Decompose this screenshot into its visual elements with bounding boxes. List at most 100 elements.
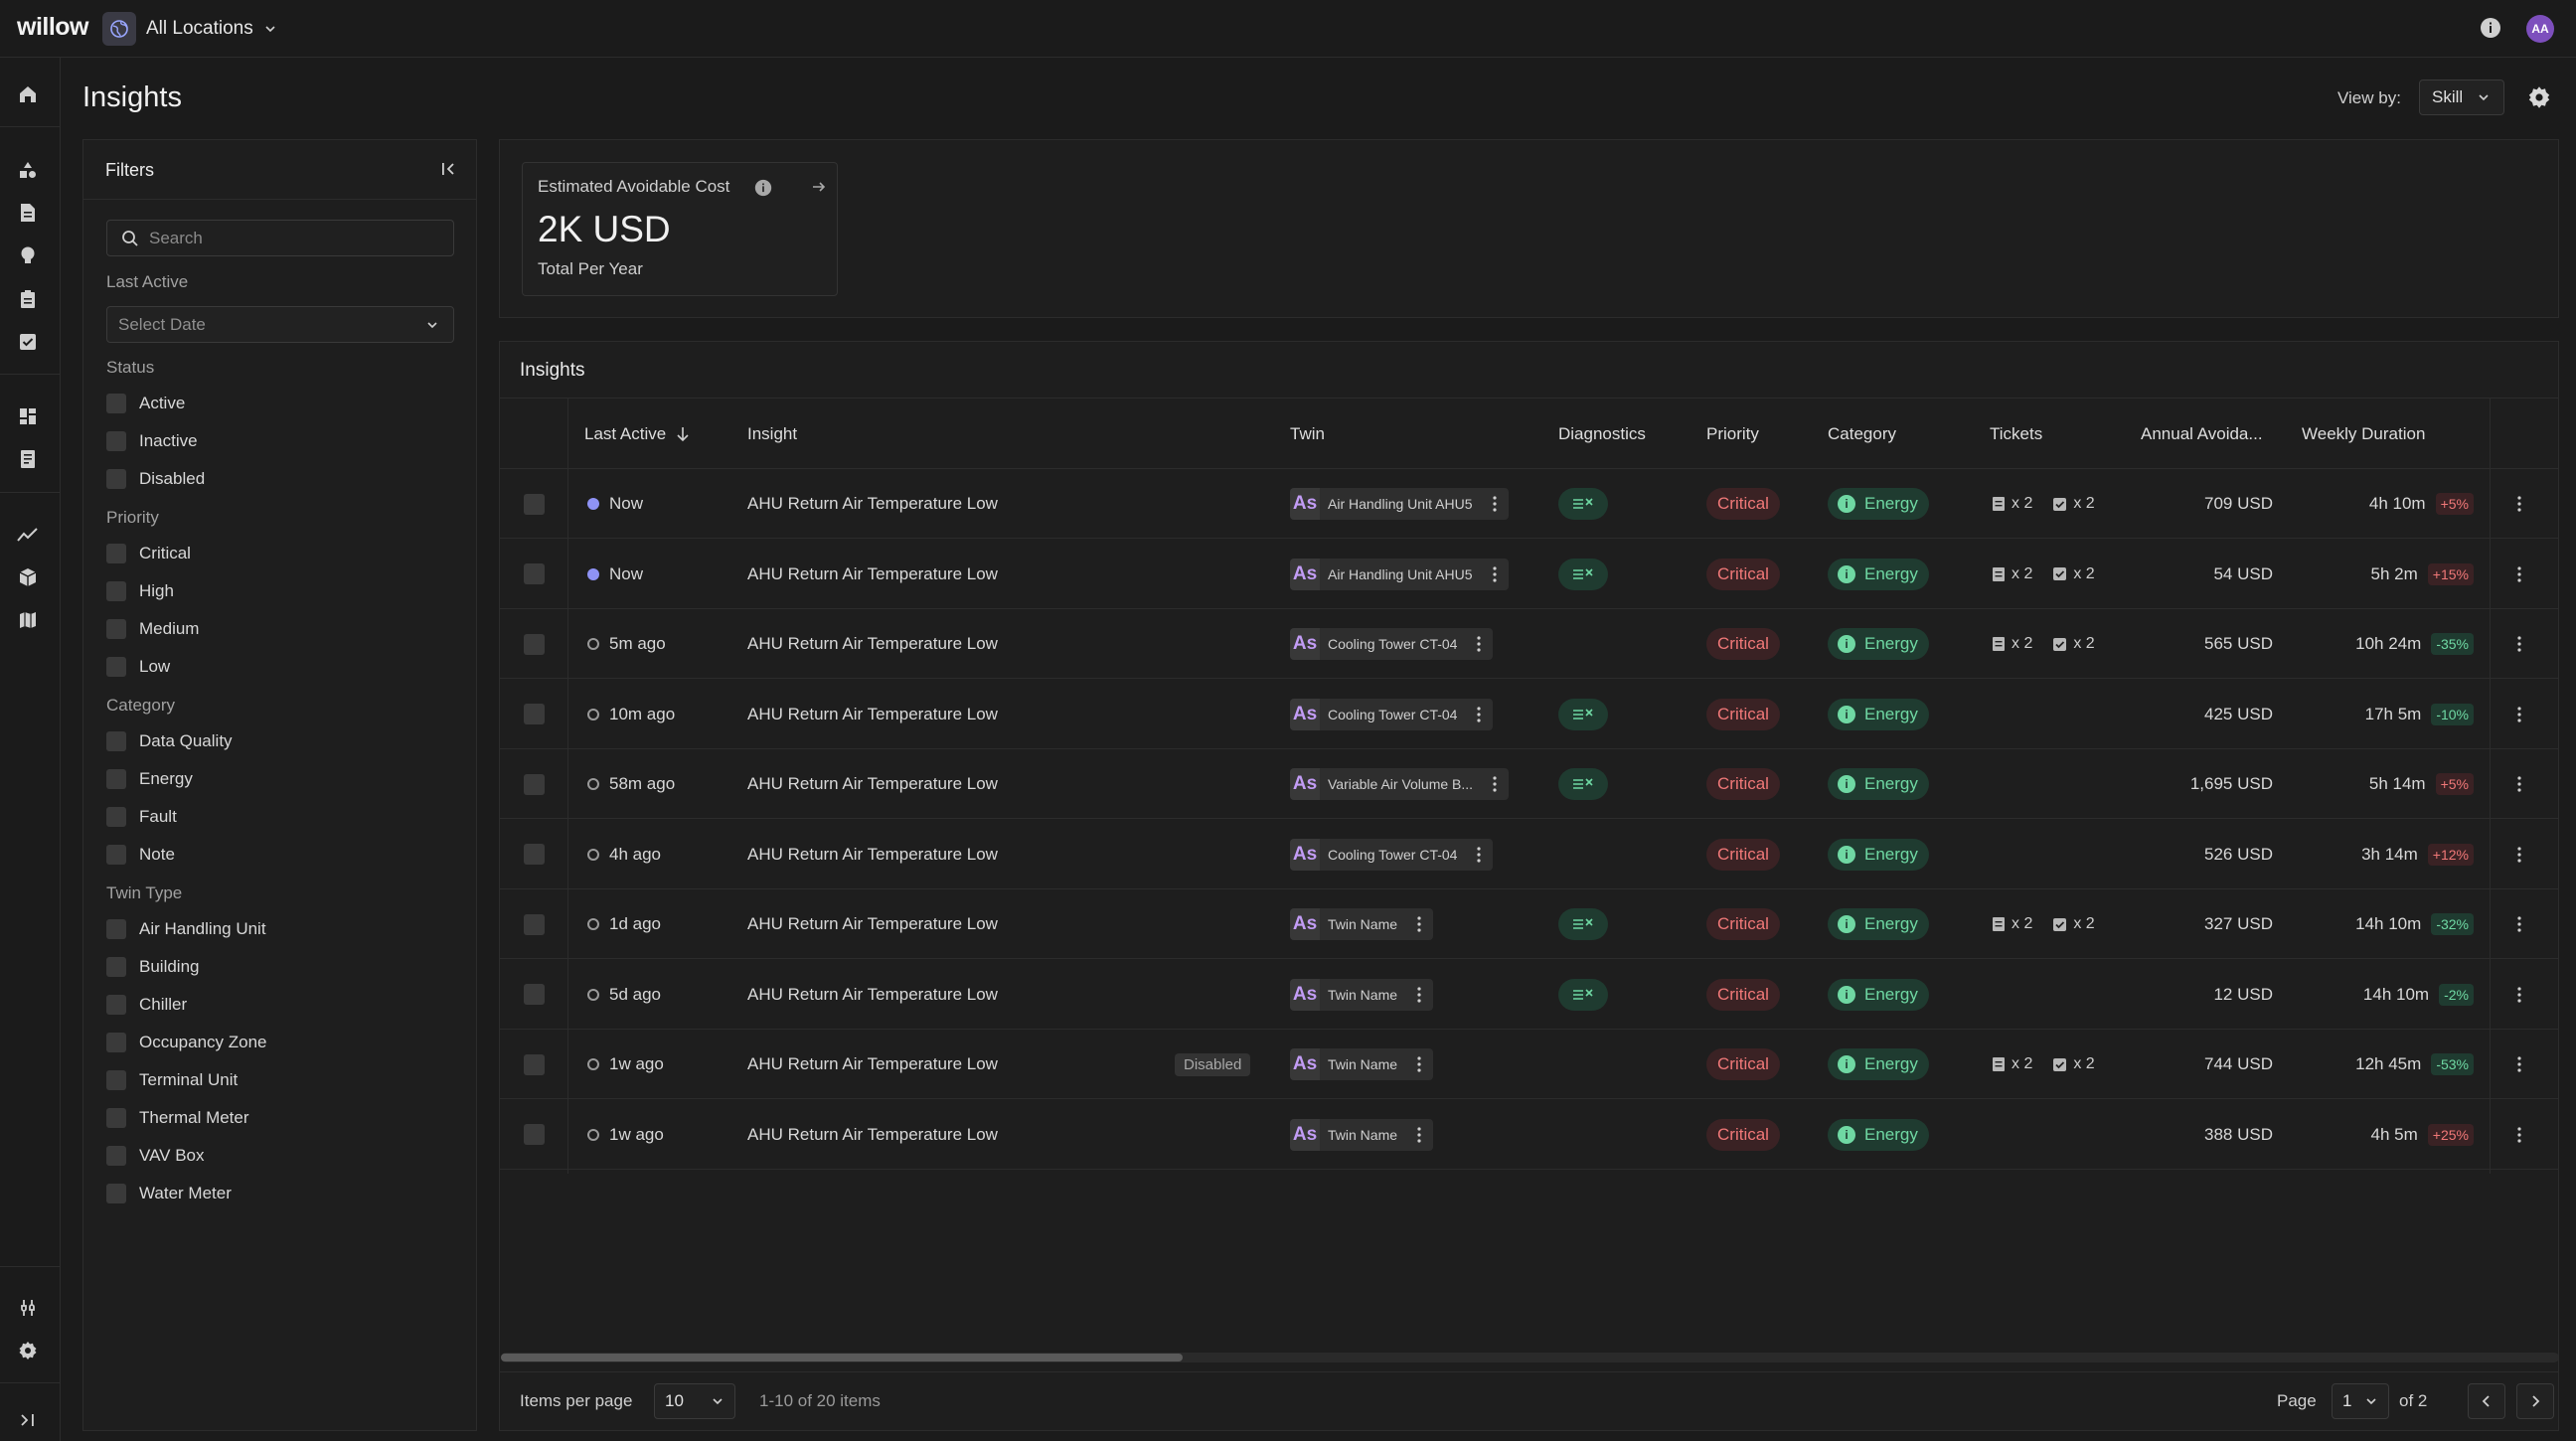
collapse-panel-icon[interactable]: [440, 162, 456, 176]
view-by-select[interactable]: Skill: [2419, 80, 2504, 115]
filter-option[interactable]: Inactive: [106, 431, 198, 451]
kebab-icon[interactable]: [1481, 776, 1509, 792]
page-select[interactable]: 1: [2332, 1383, 2389, 1419]
table-row[interactable]: 1w ago AHU Return Air Temperature Low Disa…: [500, 1030, 2558, 1099]
ticket-count[interactable]: x 2: [1992, 495, 2032, 513]
arrow-right-icon[interactable]: [811, 180, 827, 194]
checklist-count[interactable]: x 2: [2052, 915, 2095, 933]
col-header-diagnostics[interactable]: Diagnostics: [1558, 424, 1646, 443]
filter-checkbox[interactable]: [106, 731, 126, 751]
filter-checkbox[interactable]: [106, 769, 126, 789]
checklist-count[interactable]: x 2: [2052, 495, 2095, 513]
avatar[interactable]: AA: [2526, 15, 2554, 43]
checklist-count[interactable]: x 2: [2052, 1055, 2095, 1073]
map-icon[interactable]: [17, 609, 39, 631]
col-header-insight[interactable]: Insight: [747, 424, 798, 443]
twin-chip[interactable]: As Twin Name: [1290, 1048, 1434, 1080]
filter-checkbox[interactable]: [106, 919, 126, 939]
checklist-count[interactable]: x 2: [2052, 565, 2095, 583]
horizontal-scrollbar[interactable]: [501, 1353, 2558, 1362]
clipboard-icon[interactable]: [17, 288, 39, 310]
ticket-count[interactable]: x 2: [1992, 635, 2032, 653]
filter-option[interactable]: Building: [106, 957, 200, 977]
kebab-icon[interactable]: [1405, 986, 1433, 1003]
insight-name[interactable]: AHU Return Air Temperature Low: [747, 984, 998, 1004]
col-header-twin[interactable]: Twin: [1290, 424, 1325, 443]
filter-option[interactable]: Medium: [106, 619, 199, 639]
diagnostics-icon[interactable]: [1558, 908, 1608, 940]
row-checkbox[interactable]: [524, 563, 545, 584]
table-row[interactable]: 5m ago AHU Return Air Temperature Low As Co…: [500, 609, 2558, 679]
items-per-page-select[interactable]: 10: [654, 1383, 735, 1419]
checkbox-icon[interactable]: [17, 331, 39, 353]
diagnostics-icon[interactable]: [1558, 488, 1608, 520]
kebab-icon[interactable]: [1481, 496, 1509, 512]
kebab-icon[interactable]: [1405, 916, 1433, 932]
filter-option[interactable]: Thermal Meter: [106, 1108, 249, 1128]
insight-name[interactable]: AHU Return Air Temperature Low: [747, 634, 998, 653]
table-row[interactable]: 1d ago AHU Return Air Temperature Low As Tw…: [500, 889, 2558, 959]
filter-checkbox[interactable]: [106, 1070, 126, 1090]
col-header-tickets[interactable]: Tickets: [1990, 424, 2043, 443]
twin-chip[interactable]: As Twin Name: [1290, 978, 1434, 1011]
filter-checkbox[interactable]: [106, 1184, 126, 1203]
insight-name[interactable]: AHU Return Air Temperature Low: [747, 844, 998, 864]
col-header-priority[interactable]: Priority: [1706, 424, 1759, 443]
table-row[interactable]: 5d ago AHU Return Air Temperature Low As Tw…: [500, 960, 2558, 1030]
row-checkbox[interactable]: [524, 633, 545, 655]
connector-icon[interactable]: [17, 1297, 39, 1319]
kebab-icon[interactable]: [1405, 1056, 1433, 1072]
row-menu-icon[interactable]: [2517, 846, 2521, 863]
table-row[interactable]: Now AHU Return Air Temperature Low As Air H…: [500, 469, 2558, 539]
filter-checkbox[interactable]: [106, 1108, 126, 1128]
row-checkbox[interactable]: [524, 1053, 545, 1075]
info-icon[interactable]: [2480, 17, 2501, 39]
col-header-weekly-duration[interactable]: Weekly Duration: [2302, 424, 2426, 443]
dashboard-icon[interactable]: [17, 405, 39, 427]
row-menu-icon[interactable]: [2517, 1126, 2521, 1143]
checklist-count[interactable]: x 2: [2052, 635, 2095, 653]
row-menu-icon[interactable]: [2517, 776, 2521, 792]
row-checkbox[interactable]: [524, 844, 545, 865]
diagnostics-icon[interactable]: [1558, 768, 1608, 800]
filter-option[interactable]: Note: [106, 845, 175, 865]
insight-name[interactable]: AHU Return Air Temperature Low: [747, 914, 998, 933]
filter-checkbox[interactable]: [106, 1146, 126, 1166]
twin-chip[interactable]: As Cooling Tower CT-04: [1290, 698, 1494, 730]
prev-page-button[interactable]: [2468, 1383, 2505, 1419]
diagnostics-icon[interactable]: [1558, 978, 1608, 1011]
next-page-button[interactable]: [2516, 1383, 2554, 1419]
date-select[interactable]: Select Date: [106, 306, 454, 343]
filter-option[interactable]: Disabled: [106, 469, 205, 489]
table-row[interactable]: 1w ago AHU Return Air Temperature Low As Tw…: [500, 1100, 2558, 1170]
row-checkbox[interactable]: [524, 493, 545, 515]
search-input[interactable]: [149, 228, 437, 248]
filter-option[interactable]: Energy: [106, 769, 193, 789]
filter-option[interactable]: Occupancy Zone: [106, 1033, 267, 1052]
insight-name[interactable]: AHU Return Air Temperature Low: [747, 494, 998, 513]
filter-option[interactable]: Terminal Unit: [106, 1070, 238, 1090]
filter-option[interactable]: Critical: [106, 544, 191, 563]
filter-checkbox[interactable]: [106, 431, 126, 451]
settings-icon[interactable]: [17, 1340, 39, 1361]
row-checkbox[interactable]: [524, 773, 545, 795]
table-row[interactable]: 4h ago AHU Return Air Temperature Low As Co…: [500, 820, 2558, 889]
filter-checkbox[interactable]: [106, 995, 126, 1015]
row-checkbox[interactable]: [524, 984, 545, 1005]
table-row[interactable]: 58m ago AHU Return Air Temperature Low As V…: [500, 749, 2558, 819]
twin-chip[interactable]: As Cooling Tower CT-04: [1290, 838, 1494, 871]
filter-option[interactable]: Active: [106, 394, 185, 413]
estimated-cost-card[interactable]: Estimated Avoidable Cost 2K USD Total Pe…: [522, 162, 838, 296]
scrollbar-thumb[interactable]: [501, 1354, 1183, 1361]
filter-option[interactable]: Fault: [106, 807, 177, 827]
row-checkbox[interactable]: [524, 1124, 545, 1145]
row-menu-icon[interactable]: [2517, 706, 2521, 722]
location-selector[interactable]: All Locations: [102, 11, 277, 47]
cube-icon[interactable]: [17, 566, 39, 588]
col-header-last-active[interactable]: Last Active: [584, 424, 690, 444]
row-checkbox[interactable]: [524, 704, 545, 724]
filter-option[interactable]: Water Meter: [106, 1184, 232, 1203]
ticket-count[interactable]: x 2: [1992, 1055, 2032, 1073]
home-icon[interactable]: [17, 83, 39, 105]
insight-name[interactable]: AHU Return Air Temperature Low: [747, 1124, 998, 1144]
